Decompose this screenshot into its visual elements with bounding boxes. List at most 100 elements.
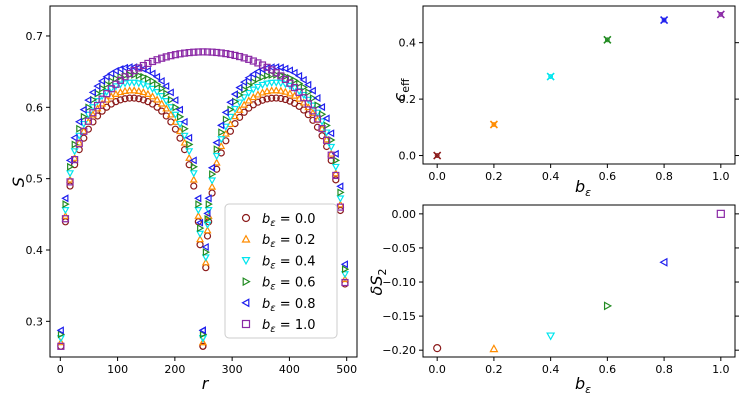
legend-label-sub: ε (270, 239, 276, 250)
data-point (175, 120, 185, 129)
data-point (267, 86, 276, 94)
data-point (162, 53, 170, 61)
data-point (66, 170, 75, 178)
data-point (240, 100, 249, 108)
data-point (162, 82, 170, 91)
data-point (125, 86, 134, 94)
data-point (189, 156, 197, 165)
data-point (207, 163, 216, 172)
data-point (433, 344, 442, 353)
data-point (93, 101, 102, 110)
data-point (294, 71, 303, 80)
data-point (208, 182, 217, 190)
data-point (327, 156, 335, 165)
legend-label-value: 0.8 (295, 297, 316, 312)
data-point (313, 115, 322, 123)
legend-label: bε = 0.4 (262, 254, 316, 271)
legend-label-value: 0.6 (295, 276, 316, 291)
y-tick-label: 0.4 (399, 37, 417, 50)
data-point (603, 301, 613, 311)
data-point (433, 151, 442, 160)
legend-label-value: 1.0 (295, 318, 316, 333)
x-tick-label: 200 (164, 363, 185, 376)
plot-frame (422, 204, 736, 358)
legend-label-eq: = (276, 212, 295, 227)
data-point (322, 114, 330, 123)
data-point (162, 112, 170, 120)
series-1-0 (57, 48, 349, 350)
data-point (167, 95, 176, 104)
data-point (194, 194, 202, 203)
data-point (66, 182, 74, 190)
legend-label-eq: = (276, 276, 295, 291)
data-point (89, 109, 97, 117)
series-0-6 (57, 70, 350, 339)
data-point (326, 129, 335, 138)
data-point (176, 50, 184, 58)
data-point (184, 133, 193, 142)
data-point (143, 66, 151, 75)
data-point (290, 68, 298, 77)
data-point (144, 59, 152, 68)
data-point (140, 72, 148, 81)
legend-marker (242, 277, 251, 287)
data-point (166, 88, 174, 97)
data-point (189, 175, 198, 183)
data-point (166, 110, 175, 118)
data-point (144, 74, 153, 83)
data-point (158, 54, 166, 62)
data-point (103, 90, 111, 98)
data-point (230, 90, 239, 99)
data-point (213, 145, 221, 154)
data-point (659, 257, 668, 267)
data-point (157, 93, 166, 101)
data-point (308, 108, 317, 116)
data-point (336, 195, 345, 203)
data-point (67, 162, 75, 171)
data-point (295, 102, 303, 110)
y-tick-label: −0.05 (382, 242, 416, 255)
y-axis-title: ceff (390, 78, 412, 102)
data-point (196, 230, 205, 238)
data-point (208, 48, 216, 56)
data-point (203, 226, 212, 234)
data-point (240, 94, 249, 102)
legend: bε = 0.0bε = 0.2bε = 0.4bε = 0.6bε = 0.8… (224, 203, 338, 339)
y-tick-label: 0.4 (26, 244, 44, 257)
data-point (285, 66, 293, 75)
legend-label-sub: ε (270, 282, 276, 293)
data-point (313, 94, 321, 103)
data-point (273, 70, 281, 79)
legend-label-base: b (262, 212, 270, 227)
data-point (65, 156, 74, 165)
data-point (281, 75, 290, 83)
data-point (171, 51, 180, 59)
data-point (244, 96, 253, 104)
data-point (300, 94, 308, 102)
y-tick-label: 0.3 (26, 315, 44, 328)
data-point (205, 200, 213, 209)
data-point (290, 83, 299, 92)
legend-marker (241, 257, 251, 266)
data-point (263, 86, 272, 95)
legend-label-base: b (262, 276, 270, 291)
x-tick-label: 0.8 (655, 170, 673, 183)
data-point (226, 98, 234, 107)
legend-label: bε = 0.8 (262, 297, 316, 314)
data-point (295, 88, 304, 96)
data-point (226, 50, 235, 59)
x-axis-title-base: b (575, 177, 585, 196)
data-point (259, 73, 267, 82)
data-point (218, 128, 226, 137)
y-axis-title-sub: eff (399, 78, 412, 93)
data-point (61, 207, 70, 215)
legend-label-eq: = (276, 297, 295, 312)
data-point (71, 140, 79, 149)
data-point (235, 99, 244, 107)
data-point (272, 79, 281, 87)
data-point (304, 111, 312, 119)
data-point (171, 125, 180, 133)
x-tick-label: 0.6 (599, 170, 617, 183)
data-point (162, 98, 171, 106)
y-tick-label: 0.00 (392, 208, 417, 221)
